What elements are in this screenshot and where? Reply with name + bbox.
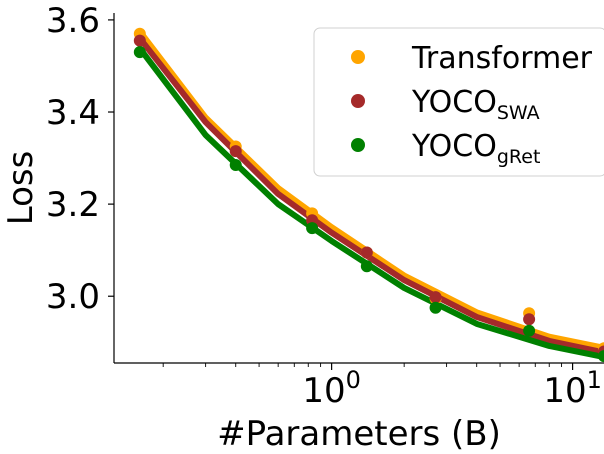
legend: Transformer YOCOSWA YOCOgRet: [313, 27, 604, 177]
data-points: [133, 27, 604, 363]
y-tick-label: 3.2: [46, 185, 100, 225]
data-point-1-3: [360, 246, 373, 259]
data-point-2-6: [598, 350, 604, 363]
data-point-1-1: [229, 145, 242, 158]
data-point-2-3: [360, 260, 373, 273]
x-ticks: 100 101: [162, 363, 602, 411]
legend-marker-2: [351, 138, 365, 152]
y-axis-label: Loss: [1, 151, 41, 226]
legend-marker-1: [351, 94, 365, 108]
legend-marker-0: [351, 50, 365, 64]
y-tick-label: 3.6: [46, 1, 100, 41]
y-tick-label: 3.0: [46, 277, 100, 317]
data-point-1-0: [133, 34, 146, 47]
data-point-2-1: [229, 158, 242, 171]
data-point-2-4: [429, 301, 442, 314]
data-point-2-5: [523, 324, 536, 337]
y-ticks: 3.0 3.2 3.4 3.6: [46, 1, 114, 317]
legend-label-2: YOCOgRet: [411, 129, 540, 168]
legend-label-0: Transformer: [411, 41, 593, 76]
legend-frame: [313, 27, 604, 177]
x-axis-label: #Parameters (B): [217, 414, 501, 454]
x-tick-label: 101: [543, 366, 602, 411]
axes: [113, 13, 604, 364]
data-point-2-0: [133, 46, 146, 59]
x-tick-label: 100: [302, 366, 361, 411]
data-point-1-4: [429, 291, 442, 304]
data-point-1-5: [523, 313, 536, 326]
y-tick-label: 3.4: [46, 93, 100, 133]
data-point-2-2: [306, 222, 319, 235]
legend-label-1: YOCOSWA: [411, 85, 540, 124]
